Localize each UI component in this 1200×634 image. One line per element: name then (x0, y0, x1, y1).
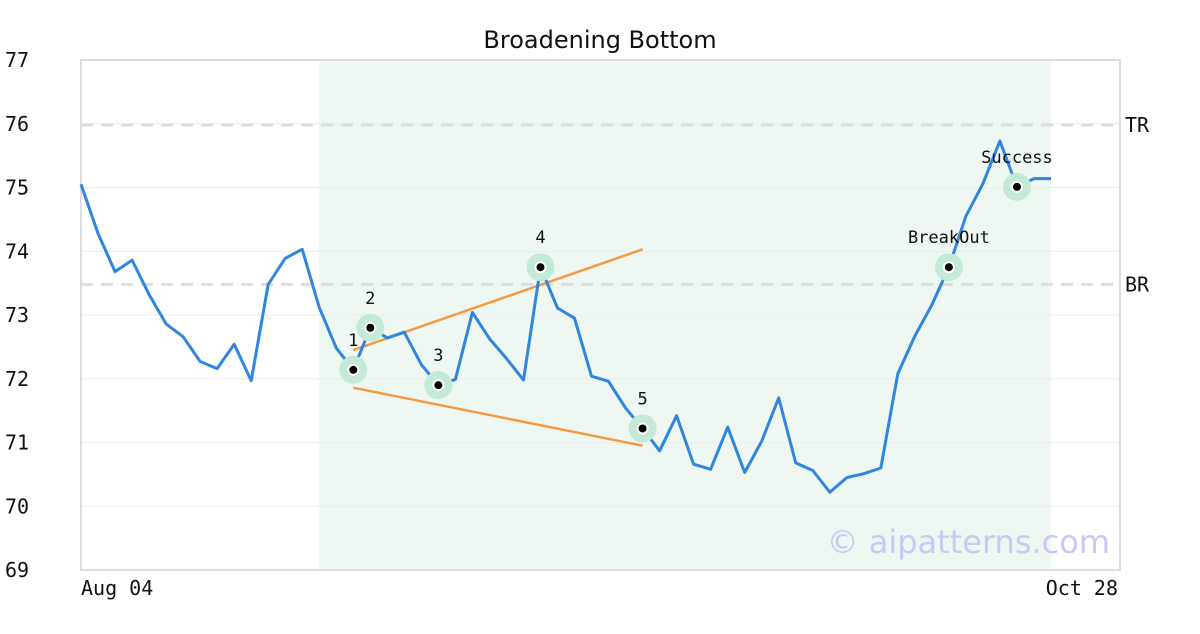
point-dot (366, 323, 375, 332)
reference-line-label: BR (1125, 272, 1150, 296)
y-tick-label: 73 (5, 303, 29, 327)
trend-line (353, 386, 643, 447)
y-tick-label: 69 (5, 558, 29, 582)
chart-title: Broadening Bottom (483, 26, 716, 54)
point-label: 2 (365, 289, 375, 309)
y-tick-label: 70 (5, 494, 29, 518)
watermark: © aipatterns.com (827, 523, 1110, 561)
y-axis-ticks: 69 70 71 72 73 74 75 76 77 (5, 48, 29, 582)
point-dot (944, 263, 953, 272)
point-dot (1012, 182, 1021, 191)
pattern-points: 1 2 3 4 5 BreakOut Success (339, 148, 1053, 443)
price-line (79, 139, 1051, 494)
x-tick-label: Aug 04 (81, 576, 153, 600)
point-label: 4 (535, 228, 545, 248)
y-tick-label: 74 (5, 239, 29, 263)
point-label: 3 (433, 346, 443, 366)
y-tick-label: 76 (5, 112, 29, 136)
y-tick-label: 72 (5, 367, 29, 391)
point-label: Success (981, 148, 1053, 168)
y-tick-label: 75 (5, 176, 29, 200)
reference-lines: TR BR (81, 113, 1150, 296)
point-dot (536, 263, 545, 272)
point-label: 1 (348, 331, 358, 351)
point-dot (434, 381, 443, 390)
reference-line-label: TR (1125, 113, 1150, 137)
point-dot (349, 365, 358, 374)
y-tick-label: 77 (5, 48, 29, 72)
point-label: 5 (637, 389, 647, 409)
point-dot (638, 424, 647, 433)
plot-frame (80, 59, 1121, 571)
x-axis-ticks: Aug 04 Oct 28 (81, 576, 1118, 600)
y-tick-label: 71 (5, 431, 29, 455)
x-tick-label: Oct 28 (1046, 576, 1118, 600)
point-label: BreakOut (908, 228, 990, 248)
